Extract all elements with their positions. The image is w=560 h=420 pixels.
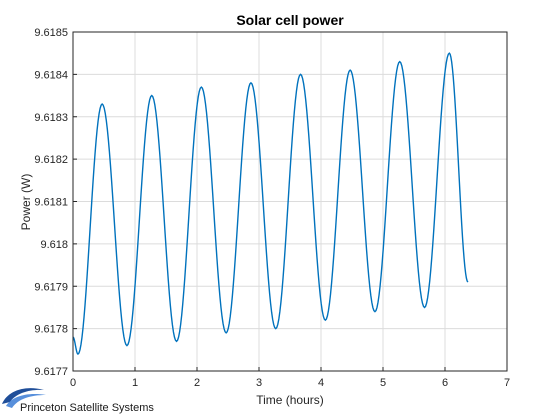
logo-swoosh-icon	[2, 388, 44, 404]
y-tick-label: 9.6183	[34, 112, 68, 124]
logo-text: Princeton Satellite Systems	[20, 402, 154, 414]
x-tick-label: 6	[442, 377, 448, 389]
y-tick-labels: 9.6177 9.6178 9.6179 9.618 9.6181 9.6182 9.618…	[34, 27, 68, 378]
x-tick-label: 7	[504, 377, 510, 389]
x-tick-label: 4	[318, 377, 324, 389]
company-logo: Princeton Satellite Systems	[2, 388, 154, 414]
x-tick-label: 2	[194, 377, 200, 389]
y-tick-label: 9.6177	[34, 366, 68, 378]
x-tick-label: 1	[132, 377, 138, 389]
y-tick-label: 9.6182	[34, 154, 68, 166]
power-series-line	[72, 52, 469, 355]
ticks	[72, 31, 508, 372]
y-axis-label: Power (W)	[19, 174, 33, 231]
x-tick-label: 0	[70, 377, 76, 389]
chart-title: Solar cell power	[236, 12, 344, 28]
x-axis-label: Time (hours)	[256, 393, 324, 407]
series-layer	[72, 52, 469, 355]
x-tick-label: 5	[380, 377, 386, 389]
y-tick-label: 9.6179	[34, 281, 68, 293]
x-tick-label: 3	[256, 377, 262, 389]
y-tick-label: 9.6184	[34, 69, 68, 81]
x-tick-labels: 0 1 2 3 4 5 6 7	[70, 377, 510, 389]
y-tick-label: 9.6178	[34, 324, 68, 336]
y-tick-label: 9.6181	[34, 197, 68, 209]
y-tick-label: 9.6185	[34, 27, 68, 39]
logo-swoosh-accent-icon	[6, 394, 46, 408]
y-tick-label: 9.618	[40, 239, 68, 251]
